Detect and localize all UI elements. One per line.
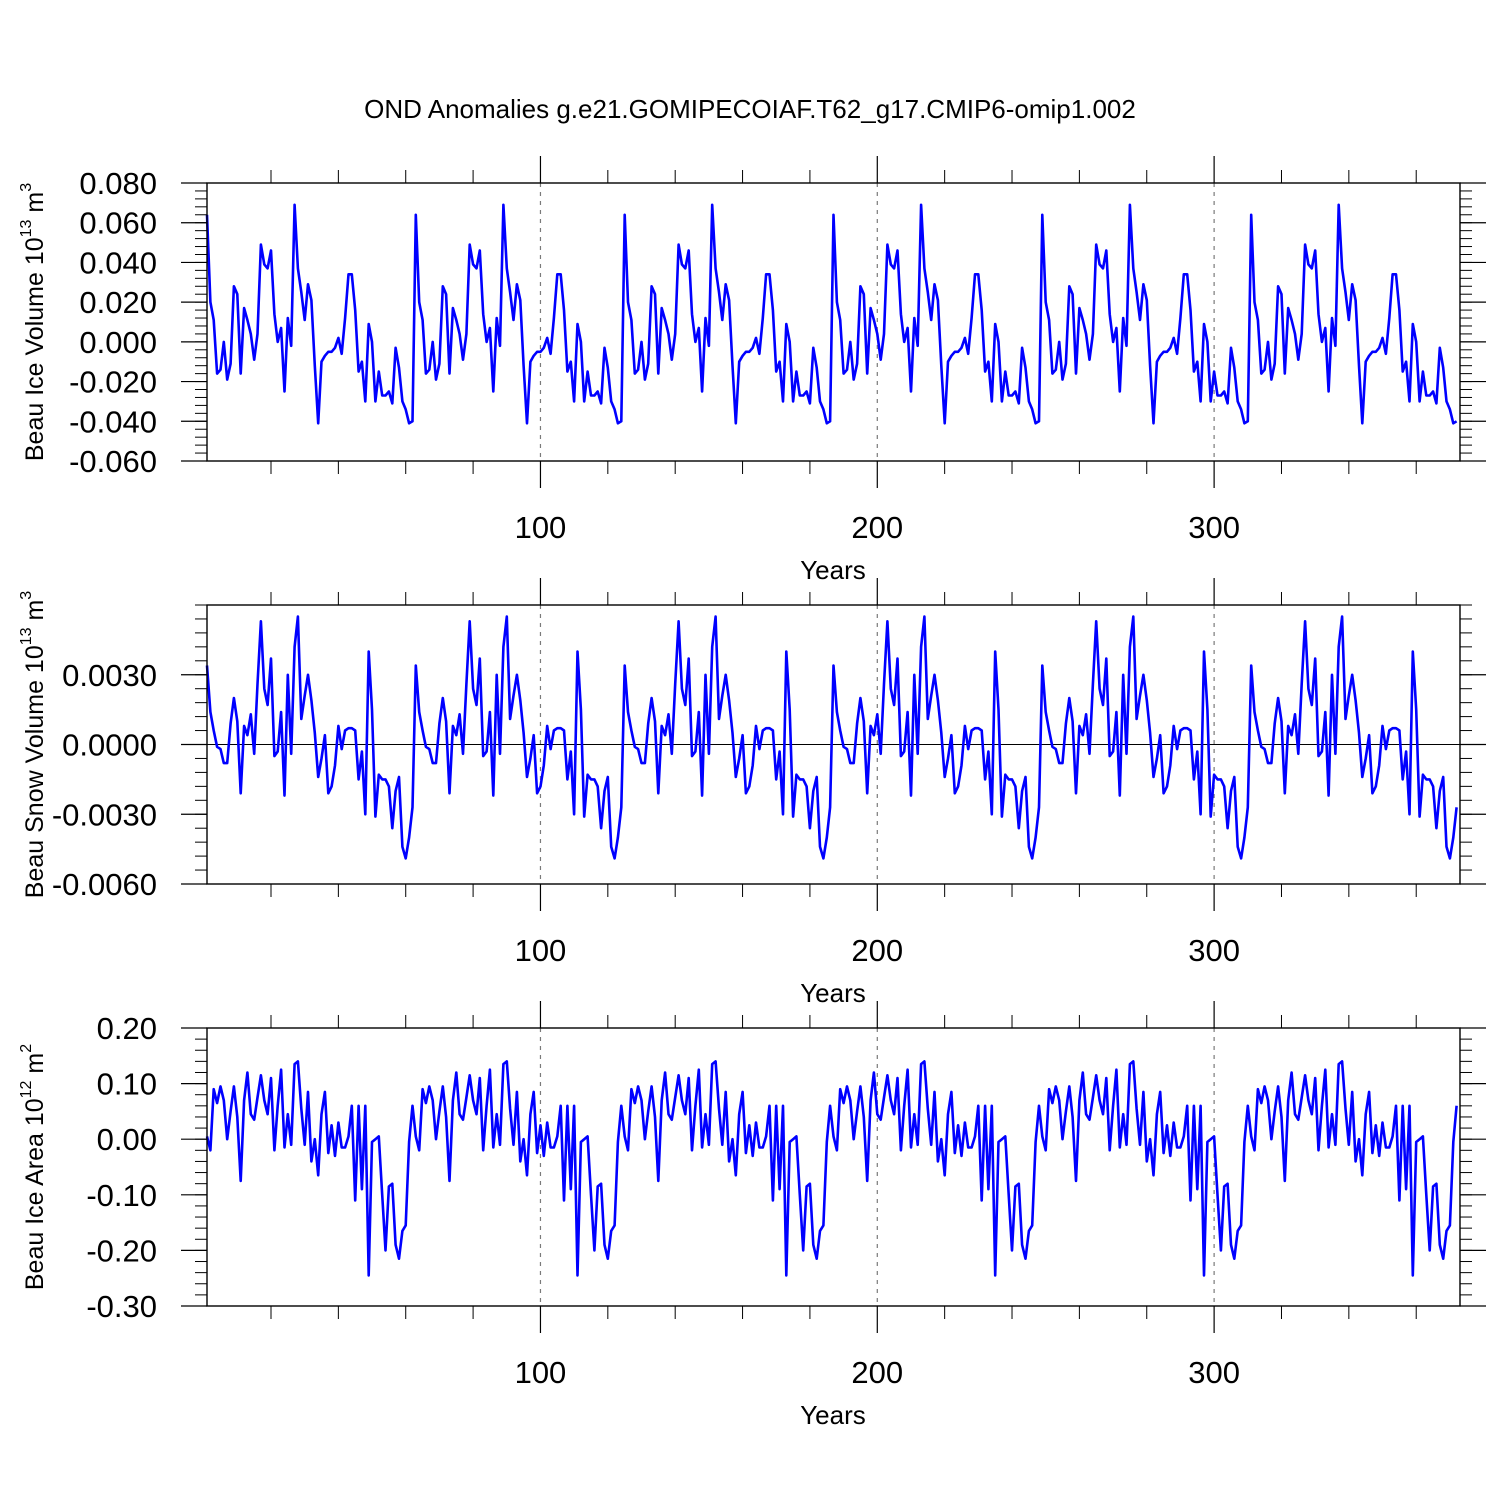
x-tick-label: 100 bbox=[515, 510, 567, 545]
y-tick-label: -0.30 bbox=[86, 1289, 157, 1324]
x-tick-label: 100 bbox=[515, 933, 567, 968]
data-series-line bbox=[205, 1060, 1458, 1277]
x-axis-label: Years bbox=[800, 1400, 866, 1430]
panel-3: 100 200 300 Years -0.30 -0.20 -0.10 0.00 0.10 0.2… bbox=[18, 1001, 1486, 1430]
y-label-exponent: 13 bbox=[18, 627, 35, 645]
y-tick-label: 0.10 bbox=[97, 1067, 157, 1102]
panel-1: 100 200 300 Years -0.060 -0.040 -0.020 0.000 0.0… bbox=[18, 156, 1486, 585]
y-label-unit-exponent: 3 bbox=[18, 591, 35, 600]
y-tick-label: 0.000 bbox=[79, 325, 157, 360]
x-tick-label: 300 bbox=[1188, 933, 1240, 968]
x-tick-label: 300 bbox=[1188, 1355, 1240, 1390]
x-axis-label: Years bbox=[800, 555, 866, 585]
y-tick-label: -0.040 bbox=[69, 404, 157, 439]
data-series-line bbox=[205, 615, 1458, 860]
x-tick-label: 100 bbox=[515, 1355, 567, 1390]
x-axis-label: Years bbox=[800, 978, 866, 1008]
y-label-unit-exponent: 3 bbox=[18, 183, 35, 192]
y-label-unit-exponent: 2 bbox=[18, 1044, 35, 1053]
y-axis-label: Beau Ice Volume 1013 m3 bbox=[18, 183, 49, 461]
x-tick-label: 200 bbox=[851, 510, 903, 545]
y-tick-label: -0.020 bbox=[69, 365, 157, 400]
y-label-unit: m bbox=[21, 600, 49, 628]
y-tick-label: 0.00 bbox=[97, 1122, 157, 1157]
y-tick-label: -0.10 bbox=[86, 1178, 157, 1213]
y-tick-label: 0.020 bbox=[79, 285, 157, 320]
y-tick-label: 0.0000 bbox=[62, 728, 157, 763]
y-tick-label: -0.0030 bbox=[52, 797, 157, 832]
y-label-unit: m bbox=[21, 1053, 49, 1081]
y-tick-label: -0.0060 bbox=[52, 867, 157, 902]
y-tick-label: 0.20 bbox=[97, 1011, 157, 1046]
y-tick-label: 0.040 bbox=[79, 245, 157, 280]
y-label-base: Beau Ice Area 10 bbox=[21, 1098, 49, 1290]
y-label-base: Beau Snow Volume 10 bbox=[21, 645, 49, 898]
y-tick-label: 0.060 bbox=[79, 206, 157, 241]
y-tick-label: 0.0030 bbox=[62, 658, 157, 693]
x-tick-label: 300 bbox=[1188, 510, 1240, 545]
panel-2: 100 200 300 Years -0.0060 -0.0030 0.0000 0.0030… bbox=[18, 578, 1486, 1008]
y-label-unit: m bbox=[21, 192, 49, 220]
panels: 100 200 300 Years -0.060 -0.040 -0.020 0.000 0.0… bbox=[18, 156, 1486, 1430]
y-label-base: Beau Ice Volume 10 bbox=[21, 237, 49, 461]
y-label-exponent: 13 bbox=[18, 219, 35, 237]
x-tick-label: 200 bbox=[851, 933, 903, 968]
chart-title: OND Anomalies g.e21.GOMIPECOIAF.T62_g17.… bbox=[364, 94, 1136, 124]
y-tick-label: 0.080 bbox=[79, 166, 157, 201]
y-axis-label: Beau Ice Area 1012 m2 bbox=[18, 1044, 49, 1290]
y-tick-label: -0.20 bbox=[86, 1233, 157, 1268]
y-axis-label: Beau Snow Volume 1013 m3 bbox=[18, 591, 49, 899]
plot-frame bbox=[206, 1027, 1461, 1307]
data-series-line bbox=[205, 203, 1458, 425]
x-tick-label: 200 bbox=[851, 1355, 903, 1390]
plot-frame bbox=[206, 182, 1461, 462]
y-tick-label: -0.060 bbox=[69, 444, 157, 479]
y-label-exponent: 12 bbox=[18, 1080, 35, 1098]
